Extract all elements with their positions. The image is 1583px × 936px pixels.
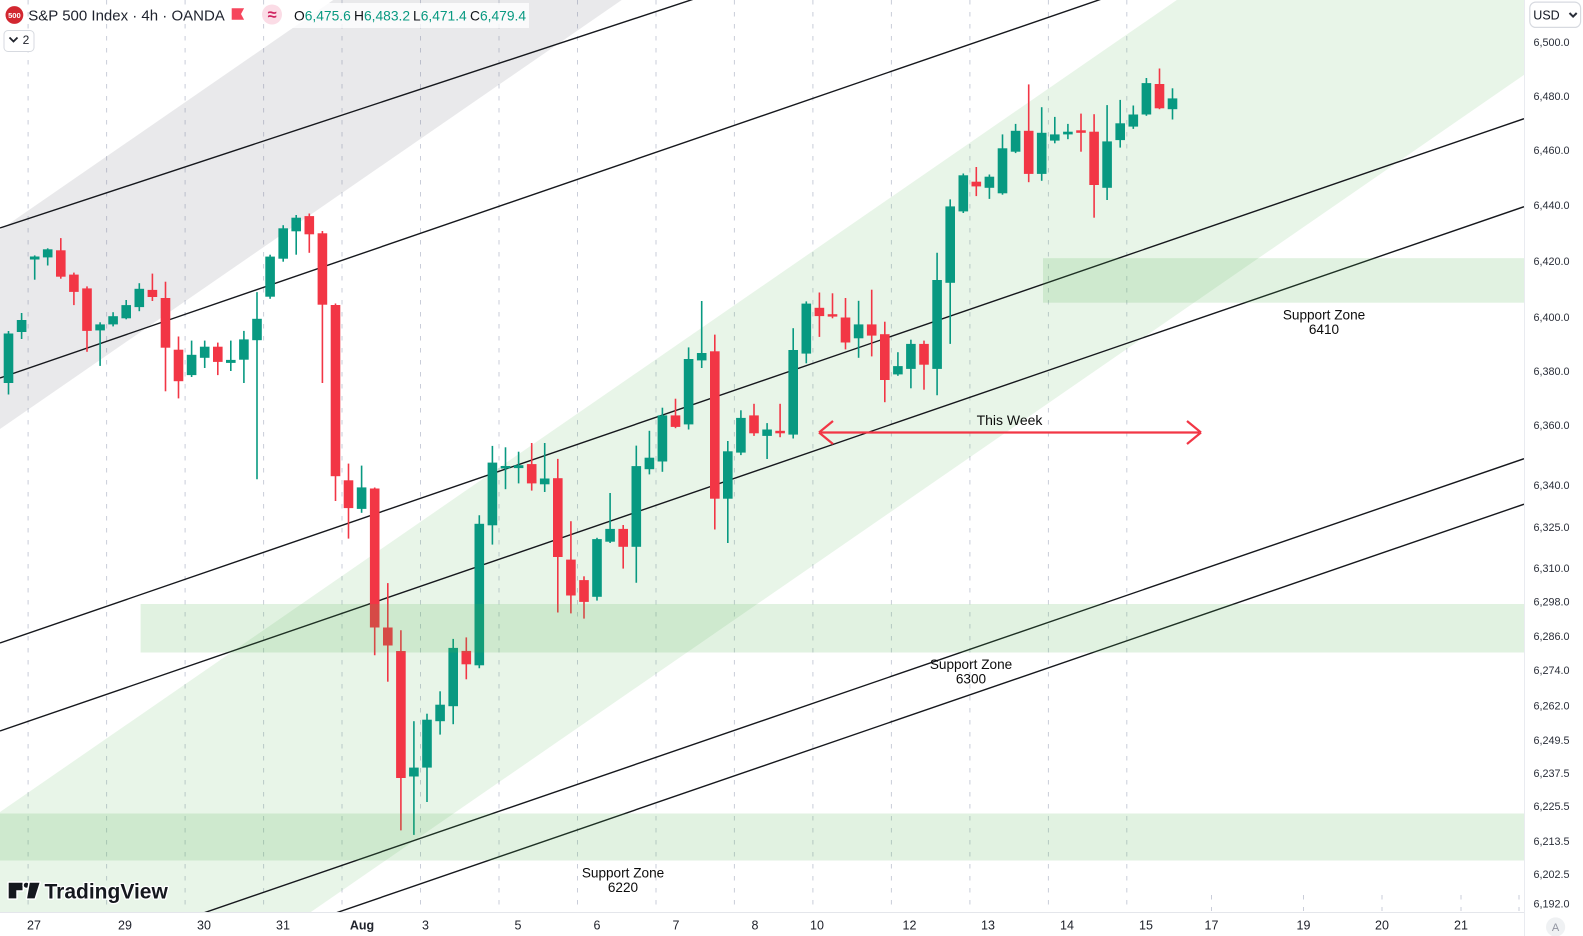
svg-text:29: 29	[118, 919, 132, 933]
svg-text:6,274.0: 6,274.0	[1534, 665, 1570, 677]
svg-text:6,440.0: 6,440.0	[1534, 200, 1570, 212]
svg-text:8: 8	[752, 919, 759, 933]
svg-text:6,237.5: 6,237.5	[1534, 768, 1570, 780]
svg-text:H6,483.2: H6,483.2	[354, 9, 410, 24]
svg-text:O6,475.6: O6,475.6	[294, 9, 351, 24]
svg-text:6,202.5: 6,202.5	[1534, 869, 1570, 881]
svg-text:6,340.0: 6,340.0	[1534, 480, 1570, 492]
svg-text:6300: 6300	[956, 672, 987, 687]
svg-text:17: 17	[1205, 919, 1219, 933]
svg-text:6,192.0: 6,192.0	[1534, 898, 1570, 910]
svg-text:6,298.0: 6,298.0	[1534, 596, 1570, 608]
svg-text:6,325.0: 6,325.0	[1534, 522, 1570, 534]
svg-text:6,225.5: 6,225.5	[1534, 801, 1570, 813]
svg-text:21: 21	[1454, 919, 1468, 933]
svg-text:C6,479.4: C6,479.4	[470, 9, 526, 24]
svg-text:6,360.0: 6,360.0	[1534, 420, 1570, 432]
svg-text:7: 7	[673, 919, 680, 933]
svg-text:20: 20	[1375, 919, 1389, 933]
svg-text:6,400.0: 6,400.0	[1534, 312, 1570, 324]
svg-text:6,286.0: 6,286.0	[1534, 631, 1570, 643]
svg-text:6,249.5: 6,249.5	[1534, 735, 1570, 747]
svg-text:S&P 500 Index · 4h · OANDA: S&P 500 Index · 4h · OANDA	[28, 8, 225, 25]
svg-text:This Week: This Week	[977, 412, 1044, 428]
svg-text:6: 6	[594, 919, 601, 933]
svg-text:3: 3	[422, 919, 429, 933]
svg-text:6220: 6220	[608, 880, 639, 895]
svg-text:Support Zone: Support Zone	[930, 657, 1012, 672]
svg-text:500: 500	[8, 11, 21, 20]
svg-text:6,213.5: 6,213.5	[1534, 836, 1570, 848]
svg-text:6,500.0: 6,500.0	[1534, 37, 1570, 49]
svg-text:13: 13	[981, 919, 995, 933]
svg-text:USD: USD	[1533, 8, 1559, 22]
svg-text:10: 10	[810, 919, 824, 933]
svg-text:2: 2	[23, 33, 30, 47]
svg-text:15: 15	[1139, 919, 1153, 933]
svg-text:TradingView: TradingView	[45, 880, 169, 903]
svg-text:Support Zone: Support Zone	[1283, 308, 1365, 323]
svg-text:30: 30	[197, 919, 211, 933]
svg-text:L6,471.4: L6,471.4	[413, 9, 467, 24]
svg-text:6,380.0: 6,380.0	[1534, 366, 1570, 378]
svg-text:Aug: Aug	[350, 919, 374, 933]
svg-text:≈: ≈	[267, 6, 276, 24]
svg-text:5: 5	[515, 919, 522, 933]
svg-text:27: 27	[27, 919, 41, 933]
svg-text:31: 31	[276, 919, 290, 933]
svg-text:6410: 6410	[1309, 322, 1340, 337]
svg-text:Support Zone: Support Zone	[582, 865, 664, 880]
svg-text:6,460.0: 6,460.0	[1534, 145, 1570, 157]
svg-text:A: A	[1552, 922, 1560, 934]
svg-text:14: 14	[1060, 919, 1074, 933]
svg-text:6,420.0: 6,420.0	[1534, 256, 1570, 268]
svg-text:19: 19	[1297, 919, 1311, 933]
svg-text:6,262.0: 6,262.0	[1534, 700, 1570, 712]
svg-text:6,310.0: 6,310.0	[1534, 563, 1570, 575]
svg-text:6,480.0: 6,480.0	[1534, 91, 1570, 103]
svg-text:12: 12	[903, 919, 917, 933]
